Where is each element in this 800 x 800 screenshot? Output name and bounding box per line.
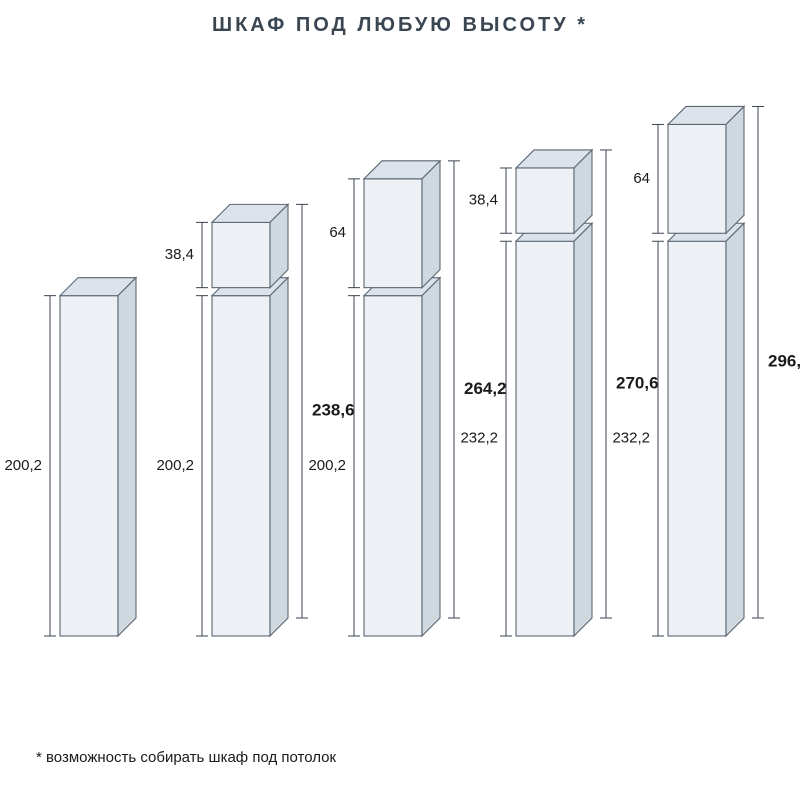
svg-text:38,4: 38,4: [469, 192, 498, 209]
svg-text:64: 64: [633, 170, 650, 187]
svg-text:296,2: 296,2: [768, 352, 800, 371]
svg-text:200,2: 200,2: [156, 457, 194, 474]
page-title: ШКАФ ПОД ЛЮБУЮ ВЫСОТУ *: [0, 0, 800, 51]
svg-text:232,2: 232,2: [612, 430, 650, 447]
cabinet-height-diagram: 200,2 200,2 38,4 238,6 200,2 64 264,2 232,2 38,4…: [0, 56, 800, 696]
svg-text:200,2: 200,2: [4, 457, 42, 474]
svg-text:270,6: 270,6: [616, 373, 659, 392]
svg-text:200,2: 200,2: [308, 457, 346, 474]
svg-text:64: 64: [329, 224, 346, 241]
svg-text:38,4: 38,4: [165, 246, 194, 263]
footnote-text: * возможность собирать шкаф под потолок: [36, 749, 336, 766]
svg-text:264,2: 264,2: [464, 379, 507, 398]
svg-text:232,2: 232,2: [460, 430, 498, 447]
svg-text:238,6: 238,6: [312, 401, 355, 420]
